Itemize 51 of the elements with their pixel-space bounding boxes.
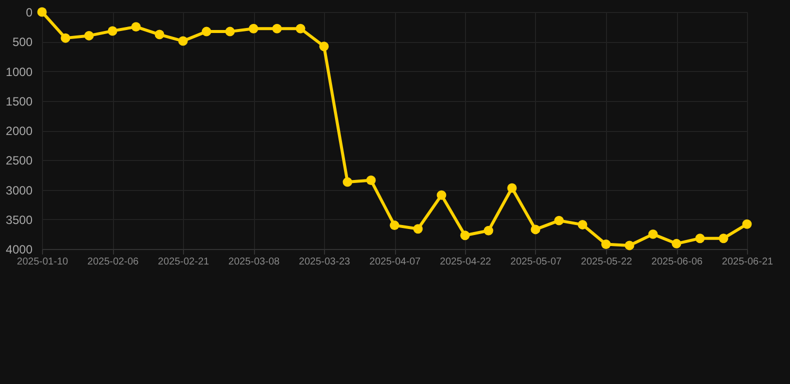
point: [530, 224, 540, 234]
point: [460, 230, 470, 240]
point: [178, 36, 188, 46]
x-tick-label: 2025-03-23: [298, 256, 351, 268]
point: [60, 33, 70, 43]
x-tick-label: 2025-02-06: [87, 256, 140, 268]
point: [718, 234, 728, 244]
point: [296, 24, 306, 34]
point: [84, 30, 94, 40]
point: [272, 24, 282, 34]
point: [507, 183, 517, 193]
y-tick-label: 3500: [6, 212, 33, 227]
point: [436, 190, 446, 200]
x-tick-label: 2025-04-07: [369, 256, 422, 268]
point: [248, 24, 258, 34]
point: [695, 234, 705, 244]
point: [578, 220, 588, 230]
point: [366, 176, 376, 186]
point: [672, 238, 682, 248]
x-tick-label: 2025-06-06: [651, 256, 704, 268]
point: [601, 240, 611, 249]
y-tick-label: 0: [26, 6, 33, 20]
point: [37, 7, 47, 17]
point: [742, 219, 752, 229]
point: [342, 177, 352, 187]
point: [131, 22, 141, 32]
point: [413, 224, 423, 234]
point: [108, 26, 118, 36]
point: [484, 226, 494, 236]
y-tick-label: 2500: [6, 154, 33, 168]
x-tick-label: 2025-05-07: [510, 256, 562, 268]
point: [624, 240, 634, 250]
y-tick-label: 2000: [6, 124, 33, 138]
point: [554, 216, 564, 226]
y-tick-label: 3000: [6, 183, 33, 198]
point: [390, 220, 400, 230]
x-tick-label: 2025-06-21: [722, 256, 774, 268]
y-tick-label: 1000: [6, 64, 33, 79]
x-tick-label: 2025-02-21: [158, 256, 210, 268]
x-tick-label: 2025-05-22: [580, 256, 633, 268]
x-tick-label: 2025-01-10: [16, 256, 69, 268]
point: [319, 42, 329, 52]
y-tick-label: 500: [12, 35, 33, 50]
y-tick-label: 4000: [6, 242, 33, 256]
x-tick-label: 2025-03-08: [228, 256, 280, 268]
y-tick-label: 1500: [6, 94, 33, 108]
point: [648, 229, 658, 239]
point: [225, 26, 235, 36]
x-tick-label: 2025-04-22: [440, 256, 492, 268]
point: [154, 30, 164, 40]
point: [202, 26, 212, 36]
